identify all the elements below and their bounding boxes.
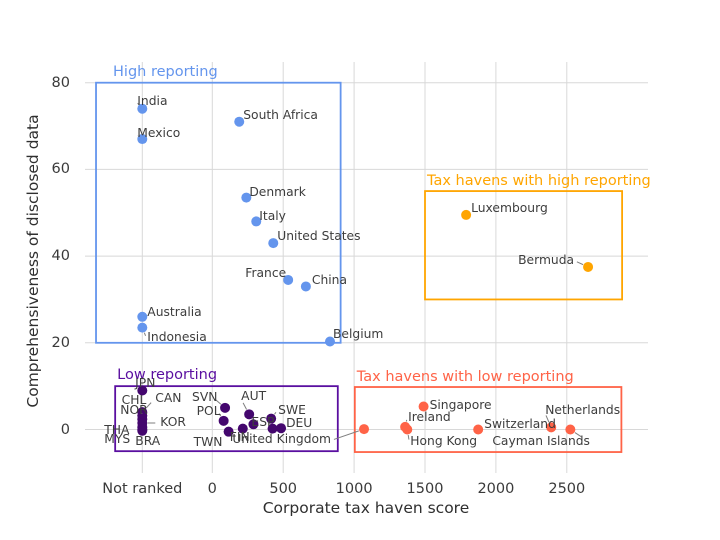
point-bra — [137, 425, 148, 436]
connector-netherlands — [545, 415, 550, 423]
connector-united-kingdom — [333, 430, 359, 440]
connector-swe — [274, 411, 277, 415]
x-axis-title: Corporate tax haven score — [262, 499, 470, 517]
point-deu — [276, 423, 287, 434]
point-bermuda — [583, 261, 594, 272]
y-axis-title: Comprehensiveness of disclosed data — [24, 114, 42, 408]
point-united-states — [268, 238, 279, 249]
point-cayman-islands — [565, 424, 576, 435]
point-switzerland — [473, 424, 484, 435]
point-denmark — [241, 192, 252, 203]
point-china — [300, 281, 311, 292]
connector-cayman-islands — [574, 432, 582, 438]
point-singapore — [418, 401, 429, 412]
connector-aut — [242, 402, 248, 410]
point-belgium — [324, 336, 335, 347]
point-esp — [248, 419, 259, 430]
connector-svn — [214, 398, 222, 405]
connector-can — [145, 402, 152, 409]
point-indonesia — [137, 322, 148, 333]
point-unlabeled — [267, 423, 278, 434]
region-box-tax-havens-with-high-reporting — [424, 190, 624, 301]
connector-indonesia — [143, 332, 147, 336]
connector-hong-kong — [407, 434, 410, 440]
point-australia — [137, 311, 148, 322]
connector-bermuda — [576, 261, 584, 266]
point-swe — [266, 413, 277, 424]
point-aut — [244, 409, 255, 420]
region-box-tax-havens-with-low-reporting — [353, 386, 623, 453]
point-mexico — [137, 134, 148, 145]
point-india — [137, 103, 148, 114]
connector-india — [137, 102, 140, 105]
point-luxembourg — [461, 209, 472, 220]
point-italy — [251, 216, 262, 227]
point-svn — [220, 402, 231, 413]
region-box-high-reporting — [95, 81, 342, 344]
connector-pol — [218, 413, 222, 417]
point-fin — [237, 423, 248, 434]
point-france — [283, 274, 294, 285]
point-netherlands — [546, 422, 557, 433]
point-hong-kong — [402, 424, 413, 435]
point-jpn — [137, 385, 148, 396]
point-pol — [218, 415, 229, 426]
region-box-low-reporting — [114, 385, 339, 453]
point-united-kingdom — [359, 424, 370, 435]
point-south-africa — [234, 116, 245, 127]
point-twn — [223, 426, 234, 437]
